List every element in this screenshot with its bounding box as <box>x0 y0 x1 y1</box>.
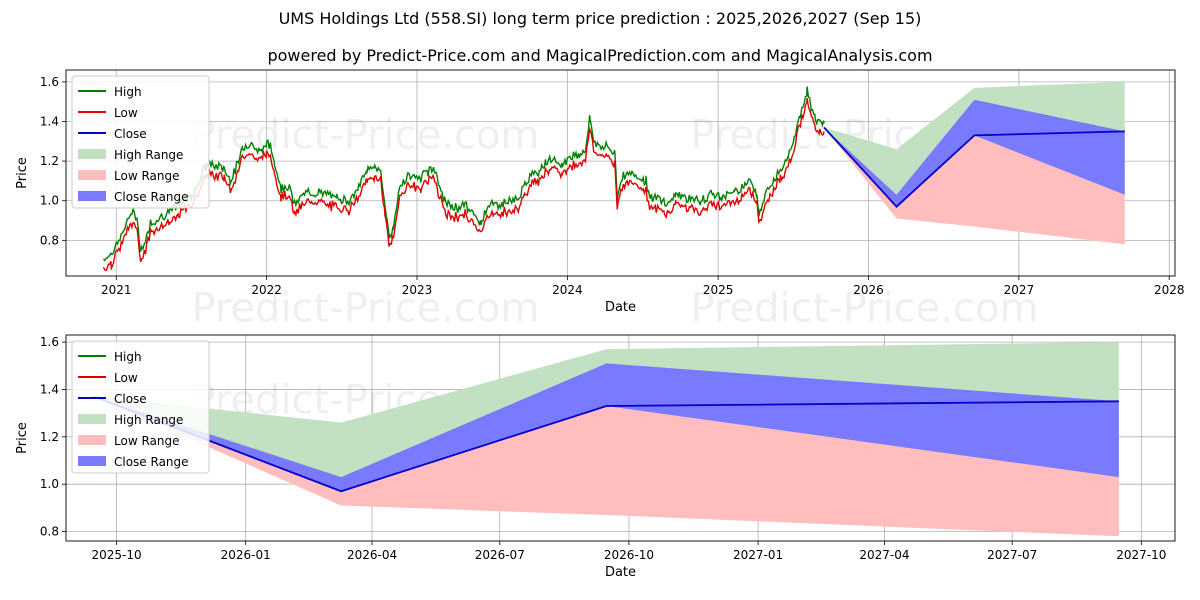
p1-legend-patch-swatch <box>78 170 106 180</box>
p1-watermark: Predict-Price.com <box>191 285 539 331</box>
p1-plot-frame <box>65 69 1176 277</box>
p1-y-tick-label: 1.2 <box>40 154 59 168</box>
p2-x-tick-label: 2026-01 <box>221 548 271 562</box>
p2-x-tick-label: 2026-10 <box>604 548 654 562</box>
p2-x-tick-label: 2027-04 <box>859 548 909 562</box>
p2-x-tick-label: 2026-07 <box>475 548 525 562</box>
p2-y-tick-label: 1.2 <box>40 430 59 444</box>
p2-x-tick-label: 2026-04 <box>347 548 397 562</box>
p1-y-tick-label: 1.4 <box>40 115 59 129</box>
p2-legend-entry: Low Range <box>114 434 179 448</box>
p2-plot-area <box>93 342 1119 537</box>
p1-x-tick-label: 2028 <box>1154 283 1185 297</box>
p2-x-tick-label: 2027-01 <box>733 548 783 562</box>
p1-legend-box <box>71 75 210 209</box>
chart-subtitle: powered by Predict-Price.com and Magical… <box>267 46 933 65</box>
p1-close-range-area <box>824 99 1125 207</box>
p2-x-axis-label: Date <box>605 565 636 580</box>
p1-legend-entry: High Range <box>114 148 183 162</box>
p2-high-range-area <box>94 342 1119 492</box>
p2-legend-entry: Close <box>114 392 147 406</box>
p1-watermark: Predict-Price.com <box>691 285 1039 331</box>
p1-close-forecast-line <box>823 126 1125 208</box>
p1-legend-entry: Close <box>114 127 147 141</box>
p1-x-tick-label: 2027 <box>1004 283 1035 297</box>
p1-legend-entry: Close Range <box>114 190 189 204</box>
p2-plot-frame <box>65 334 1176 542</box>
p2-legend-entry: High <box>114 350 142 364</box>
p1-low-series-line <box>102 97 825 272</box>
p2-legend-patch-swatch <box>78 435 106 445</box>
p1-legend-patch-swatch <box>78 149 106 159</box>
p2-y-tick-label: 1.6 <box>40 335 59 349</box>
p2-close-range-area <box>94 363 1119 492</box>
p1-y-tick-label: 1.6 <box>40 75 59 89</box>
p1-legend-patch-swatch <box>78 191 106 201</box>
p1-plot-area <box>102 81 1125 272</box>
p1-high-range-area <box>824 81 1125 207</box>
p1-x-tick-label: 2023 <box>402 283 433 297</box>
p1-watermark: Predict-Price.com <box>191 112 539 158</box>
p2-legend-patch-swatch <box>78 456 106 466</box>
p2-y-axis-label: Price <box>15 422 30 454</box>
p2-legend-entry: Close Range <box>114 455 189 469</box>
p2-y-tick-label: 0.8 <box>40 525 59 539</box>
p2-x-tick-label: 2025-10 <box>91 548 141 562</box>
p1-legend-entry: Low Range <box>114 169 179 183</box>
p1-x-axis-label: Date <box>605 300 636 315</box>
p1-legend-entry: High <box>114 85 142 99</box>
p2-x-tick-label: 2027-07 <box>987 548 1037 562</box>
p2-close-forecast-line <box>93 395 1119 493</box>
p2-legend-box <box>71 340 210 474</box>
p1-x-tick-label: 2022 <box>251 283 282 297</box>
p2-y-tick-label: 1.4 <box>40 382 59 396</box>
chart-title: UMS Holdings Ltd (558.SI) long term pric… <box>278 9 922 28</box>
p2-legend-entry: Low <box>114 371 138 385</box>
p2-legend-entry: High Range <box>114 413 183 427</box>
p1-high-series-line <box>102 86 825 262</box>
p1-x-tick-label: 2021 <box>101 283 132 297</box>
p1-x-tick-label: 2025 <box>703 283 734 297</box>
p1-x-tick-label: 2024 <box>552 283 583 297</box>
p2-y-tick-label: 1.0 <box>40 477 59 491</box>
p1-legend-entry: Low <box>114 106 138 120</box>
p2-legend-patch-swatch <box>78 414 106 424</box>
p1-y-tick-label: 1.0 <box>40 194 59 208</box>
p2-x-tick-label: 2027-10 <box>1116 548 1166 562</box>
p1-x-tick-label: 2026 <box>853 283 884 297</box>
p1-y-axis-label: Price <box>15 157 30 189</box>
p1-y-tick-label: 0.8 <box>40 233 59 247</box>
